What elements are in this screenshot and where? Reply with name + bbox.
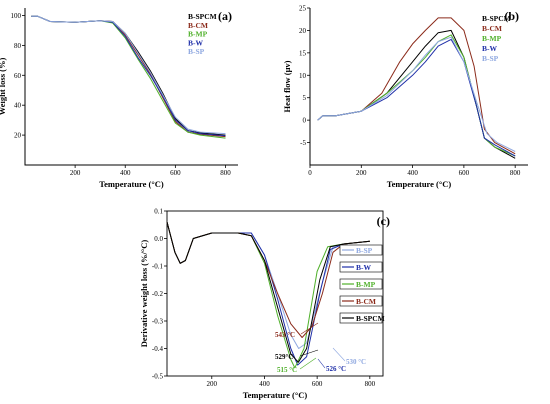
x-tick-label: 600 [459, 169, 470, 177]
y-tick-label: -0.4 [152, 345, 164, 353]
peak-annotation: 530 °C [346, 358, 366, 366]
panel-a-chart: 200 400 600 800 20 40 60 80 100 Temperature (°C) W… [0, 8, 238, 189]
y-tick-label: 100 [11, 12, 22, 20]
series-line-b-sp [31, 15, 226, 135]
y-tick-label: 25 [299, 5, 307, 13]
legend-label-b-spcm: B-SPCM [188, 12, 217, 21]
legend-box [339, 244, 383, 256]
peak-annotation-leader [299, 357, 317, 370]
y-tick-label: 60 [14, 72, 22, 80]
x-tick-label: 400 [407, 169, 418, 177]
peak-annotation-leader [332, 347, 346, 362]
legend-box [339, 278, 383, 290]
legend-label-b-sp: B-SP [482, 54, 499, 63]
x-axis-title: Temperature (°C) [99, 179, 164, 189]
series-line-b-spcm [166, 221, 370, 363]
y-tick-label: 40 [14, 102, 22, 110]
y-tick-label: 20 [299, 27, 307, 35]
x-tick-label: 800 [365, 380, 376, 388]
legend-box [339, 261, 383, 273]
peak-annotation: 529°C [275, 353, 293, 361]
y-axis-title: Weight loss (%) [0, 58, 7, 116]
y-tick-label: 0.0 [154, 235, 163, 243]
legend-label-b-w: B-W [188, 38, 204, 47]
panel-label: (a) [218, 9, 232, 23]
legend-label-b-mp: B-MP [188, 30, 208, 39]
y-tick-label: -0.2 [152, 290, 164, 298]
legend-label-b-sp: B-SP [356, 246, 373, 255]
y-tick-label: 5 [303, 94, 307, 102]
peak-annotation: 515 °C [277, 366, 297, 374]
x-tick-label: 800 [510, 169, 521, 177]
legend-label-b-cm: B-CM [482, 24, 502, 33]
legend-box [339, 295, 383, 307]
peak-annotation-leader [317, 358, 326, 369]
x-tick-label: 400 [120, 169, 131, 177]
y-tick-label: 80 [14, 42, 22, 50]
peak-annotation: 543 °C [275, 331, 295, 339]
legend-label-b-cm: B-CM [356, 297, 376, 306]
y-tick-label: -0.3 [152, 318, 164, 326]
series-line-b-sp [317, 36, 516, 152]
peak-annotation-leader [299, 349, 319, 357]
x-axis-title: Temperature (°C) [387, 179, 452, 189]
series-line-b-sp [166, 221, 370, 349]
legend-label-b-sp: B-SP [188, 47, 205, 56]
y-axis-title: Derivative weight loss (%/°C) [139, 240, 149, 348]
y-tick-label: -5 [300, 139, 306, 147]
x-tick-label: 400 [259, 380, 270, 388]
y-tick-label: -0.1 [152, 263, 164, 271]
legend-label-b-w: B-W [356, 263, 372, 272]
x-tick-label: 200 [356, 169, 367, 177]
y-tick-label: 0.1 [154, 208, 163, 216]
y-tick-label: 20 [14, 132, 22, 140]
y-tick-label: 0 [303, 117, 307, 125]
legend-label-b-cm: B-CM [188, 21, 208, 30]
legend-label-b-spcm: B-SPCM [482, 14, 511, 23]
x-tick-label: 0 [308, 169, 312, 177]
panel-b-chart: 0 200 400 600 800 -5 0 5 10 15 20 25 Temperature (°C… [282, 5, 528, 189]
x-tick-label: 200 [70, 169, 81, 177]
x-tick-label: 600 [170, 169, 181, 177]
panel-label: (b) [504, 9, 519, 23]
series-line-b-w [166, 221, 370, 366]
panel-c-legend: B-SP B-W B-MP B-CM B-SPCM [339, 244, 385, 324]
y-axis-title: Heat flow (μv) [282, 60, 292, 112]
peak-annotation-leader [300, 322, 319, 335]
y-tick-label: 10 [299, 72, 307, 80]
panel-label: (c) [377, 214, 390, 228]
x-tick-label: 200 [207, 380, 218, 388]
series-line-b-mp [166, 221, 370, 369]
legend-label-b-w: B-W [482, 44, 498, 53]
panel-c-frame [166, 210, 384, 377]
legend-label-b-spcm: B-SPCM [356, 314, 385, 323]
x-tick-label: 600 [312, 380, 323, 388]
panel-c-chart: 200 400 600 800 0.1 0.0 -0.1 -0.2 -0.3 -0.4 -0.5 Te… [139, 208, 390, 401]
y-tick-label: -0.5 [152, 373, 164, 381]
panel-a-axes [24, 8, 238, 166]
x-tick-label: 800 [220, 169, 231, 177]
legend-label-b-mp: B-MP [356, 280, 376, 289]
legend-label-b-mp: B-MP [482, 34, 502, 43]
x-axis-title: Temperature (°C) [243, 390, 308, 400]
y-tick-label: 15 [299, 49, 307, 57]
legend-box [339, 312, 383, 324]
peak-annotation: 526 °C [326, 365, 346, 373]
